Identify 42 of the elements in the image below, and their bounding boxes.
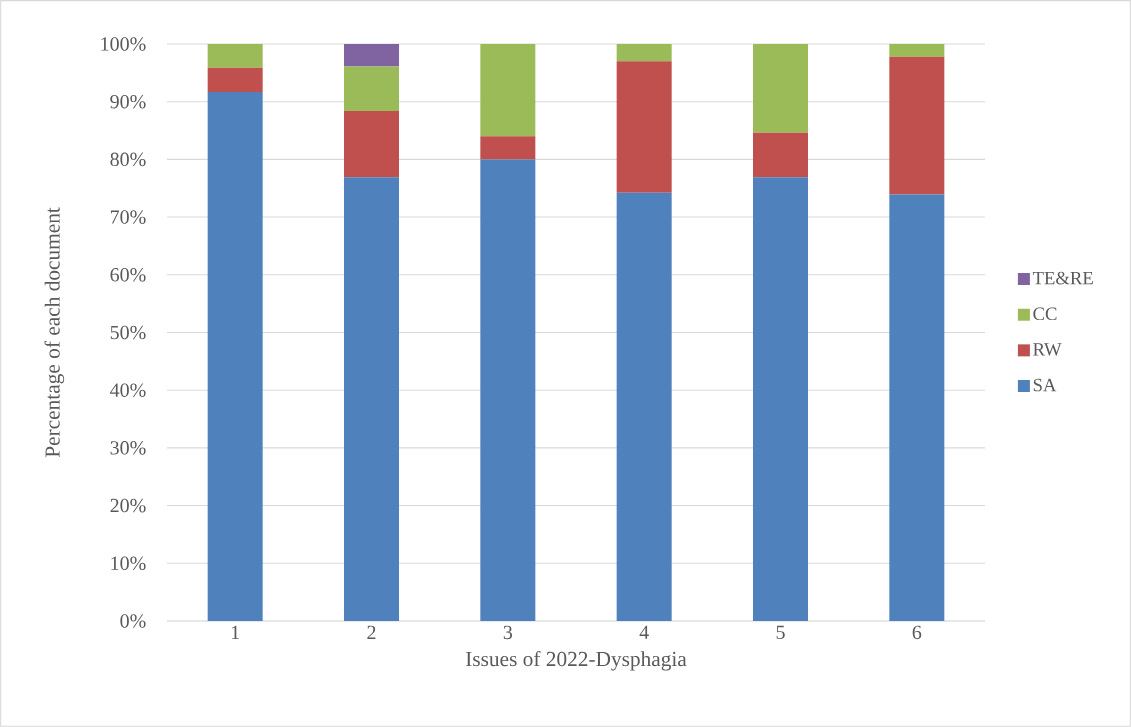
bar — [616, 43, 672, 62]
legend-label: TE&RE — [1032, 271, 1093, 285]
legend-label: SA — [1033, 378, 1057, 392]
y-tick-label: 80% — [110, 152, 146, 167]
y-tick-label: 70% — [110, 210, 146, 224]
bar — [480, 136, 536, 160]
bar — [889, 194, 945, 621]
y-tick-label: 30% — [110, 441, 146, 455]
y-tick-label: 0% — [120, 614, 146, 628]
bar — [344, 43, 399, 67]
y-tick-label: 100% — [101, 37, 146, 51]
bar — [344, 66, 399, 111]
x-tick-label: 1 — [231, 625, 239, 639]
y-axis-title: Percentage of each document — [44, 207, 65, 458]
y-tick-label: 10% — [111, 556, 146, 571]
bar — [753, 132, 808, 178]
y-tick-label: 90% — [110, 94, 146, 109]
bar — [616, 192, 672, 621]
bar — [889, 56, 945, 195]
bar — [889, 43, 945, 57]
y-tick-label: 60% — [110, 268, 146, 282]
x-tick-label: 4 — [639, 625, 649, 639]
bar — [616, 61, 672, 193]
x-tick-label: 3 — [503, 625, 513, 640]
x-tick-label: 5 — [776, 625, 785, 639]
legend-label: CC — [1033, 307, 1057, 321]
bar — [344, 110, 399, 178]
y-tick-label: 20% — [110, 498, 146, 513]
bar — [480, 43, 536, 137]
x-tick-label: 2 — [367, 625, 376, 639]
bar — [480, 159, 536, 621]
x-tick-label: 6 — [912, 625, 922, 640]
x-axis-title: Issues of 2022-Dysphagia — [465, 650, 687, 671]
bar — [753, 43, 808, 133]
bar — [344, 177, 399, 621]
bar — [753, 177, 808, 621]
bar — [207, 67, 263, 92]
legend-label: RW — [1033, 343, 1062, 356]
y-tick-label: 50% — [110, 325, 146, 340]
bar — [207, 43, 263, 68]
bar — [207, 91, 263, 621]
y-tick-label: 40% — [110, 383, 146, 397]
